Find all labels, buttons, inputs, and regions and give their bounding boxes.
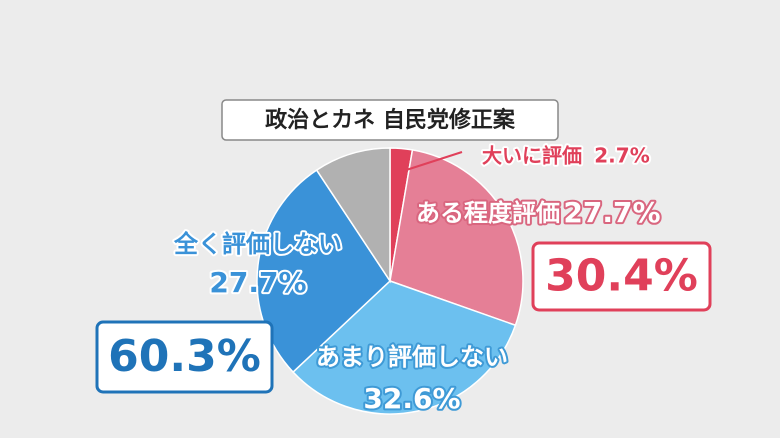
title-box — [221, 99, 559, 141]
pie-slice — [256, 169, 391, 374]
pie-slice — [315, 147, 391, 284]
slice-label: 大いに評価 — [482, 144, 582, 168]
value-label: 2.7% — [594, 144, 649, 168]
slice-label: ある程度評価 — [416, 199, 560, 227]
labels: 大いに評価 2.7%ある程度評価 27.7%あまり評価しない32.6%全く評価しない… — [95, 142, 712, 417]
total-box — [531, 241, 712, 312]
total-label: 30.4% — [545, 251, 698, 302]
slice-label: 全く評価しない — [173, 230, 342, 258]
chart-title: 政治とカネ 自民党修正案 — [265, 107, 516, 133]
slice-label: あまり評価しない — [316, 343, 508, 371]
pie-slice — [291, 280, 517, 415]
total-box — [95, 320, 274, 394]
total-label: 60.3% — [108, 331, 261, 382]
leader-line — [399, 151, 463, 173]
value-label: 32.6% — [363, 382, 460, 415]
value-label: 27.7% — [563, 196, 660, 229]
pie — [256, 147, 524, 415]
value-label: 27.7% — [209, 266, 306, 299]
pie-slice — [389, 149, 524, 327]
